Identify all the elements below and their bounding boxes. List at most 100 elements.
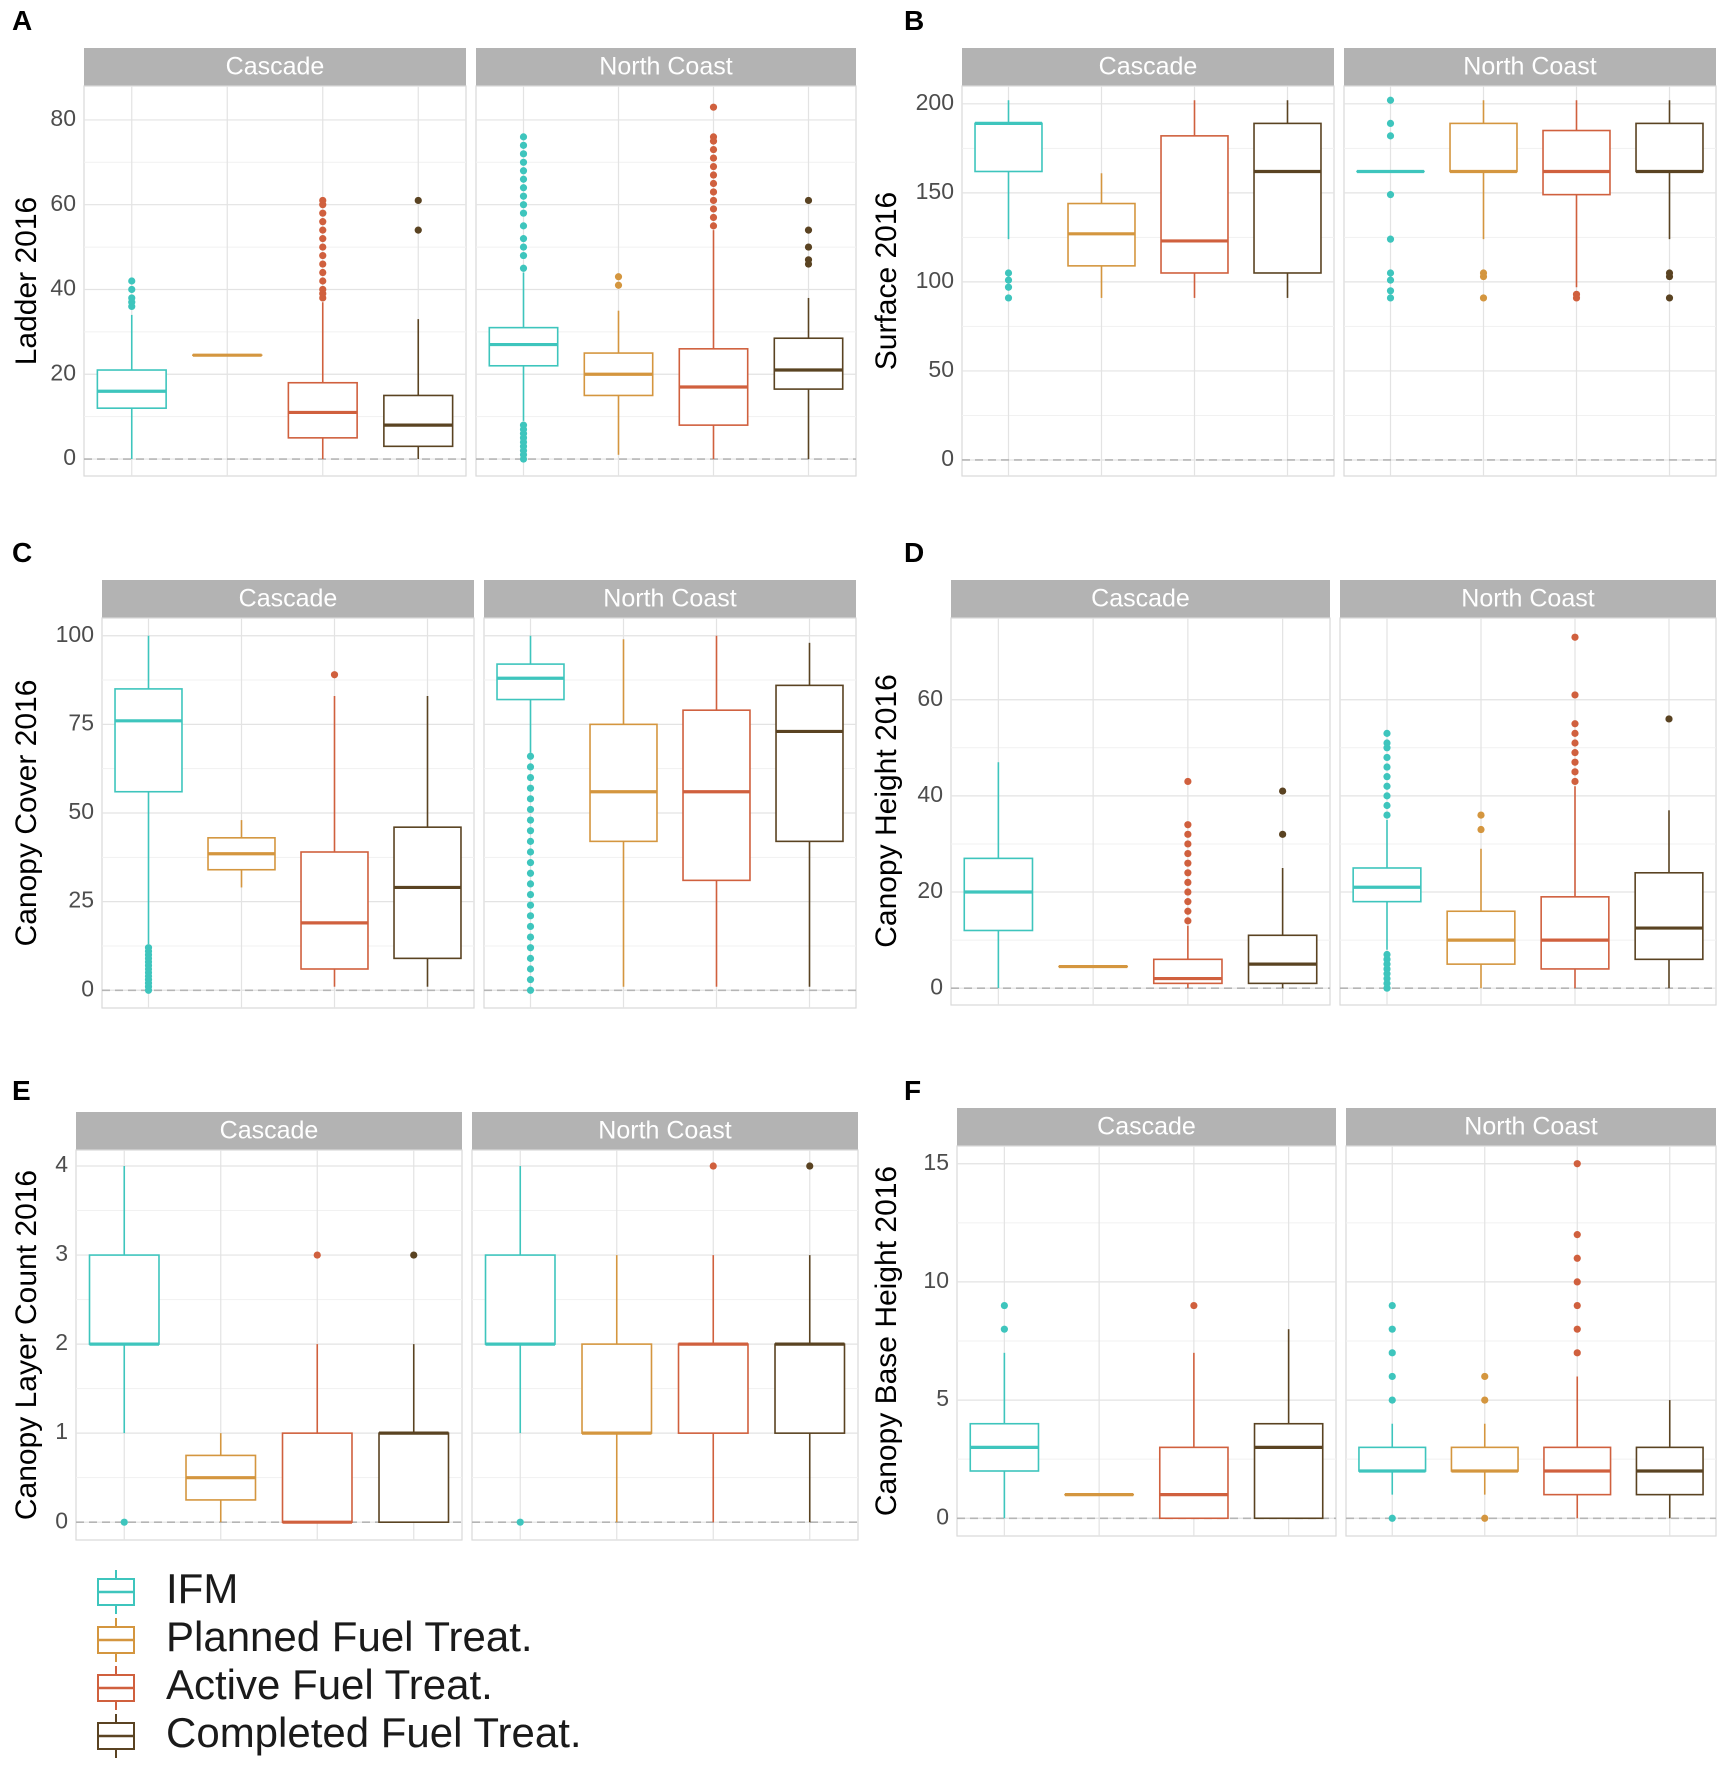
legend-label: IFM bbox=[166, 1565, 238, 1612]
outlier-point bbox=[519, 158, 528, 166]
outlier-point bbox=[1665, 294, 1674, 302]
outlier-point bbox=[410, 1251, 418, 1259]
outlier-point bbox=[519, 421, 528, 429]
outlier-point bbox=[1279, 830, 1287, 838]
outlier-point bbox=[1383, 753, 1391, 762]
outlier-point bbox=[1184, 898, 1192, 906]
boxplot-completed-fuel-treat bbox=[1635, 1400, 1704, 1519]
boxplot-planned-fuel-treat bbox=[207, 820, 276, 888]
boxplot-active-fuel-treat bbox=[682, 635, 751, 987]
facet-label: North Coast bbox=[1463, 53, 1596, 81]
outlier-point bbox=[1571, 633, 1579, 641]
outlier-point bbox=[1383, 773, 1391, 781]
box bbox=[300, 851, 369, 970]
y-axis-title: Canopy Layer Count 2016 bbox=[10, 1170, 43, 1520]
boxplot-completed-fuel-treat bbox=[378, 1251, 450, 1523]
outlier-point bbox=[1386, 294, 1395, 302]
boxplot-completed-fuel-treat bbox=[1635, 100, 1704, 302]
outlier-point bbox=[519, 192, 528, 200]
outlier-point bbox=[519, 133, 528, 141]
y-tick-label: 100 bbox=[916, 267, 954, 293]
outlier-point bbox=[709, 133, 718, 141]
outlier-point bbox=[1184, 878, 1192, 887]
panel-e: E Canopy Layer Count 2016 0 1 2 3 4 Cascade Nort… bbox=[10, 1075, 859, 1541]
outlier-point bbox=[1184, 917, 1192, 925]
outlier-point bbox=[1571, 739, 1579, 747]
boxplot-ifm bbox=[1356, 96, 1425, 302]
outlier-point bbox=[709, 222, 718, 230]
boxplot-planned-fuel-treat bbox=[589, 639, 658, 987]
facet-cascade: Cascade bbox=[101, 580, 475, 1009]
y-tick-label: 75 bbox=[68, 709, 94, 735]
outlier-point bbox=[1386, 96, 1395, 104]
facet-strip bbox=[1346, 1108, 1716, 1146]
boxplot-ifm bbox=[484, 1166, 556, 1526]
outlier-point bbox=[1386, 132, 1395, 140]
boxplot-planned-fuel-treat bbox=[1449, 100, 1518, 302]
outlier-point bbox=[1386, 191, 1395, 199]
y-tick-label: 40 bbox=[917, 781, 943, 807]
box bbox=[287, 381, 358, 439]
y-axis-title: Canopy Base Height 2016 bbox=[870, 1166, 903, 1516]
outlier-point bbox=[526, 890, 535, 899]
outlier-point bbox=[128, 285, 136, 294]
legend-item: Completed Fuel Treat. bbox=[97, 1709, 582, 1758]
boxplot-planned-fuel-treat bbox=[185, 1433, 257, 1523]
outlier-point bbox=[144, 944, 153, 952]
facet-label: Cascade bbox=[226, 53, 325, 81]
outlier-point bbox=[319, 260, 327, 268]
boxplot-completed-fuel-treat bbox=[773, 196, 844, 460]
box bbox=[96, 369, 167, 409]
outlier-point bbox=[526, 837, 535, 845]
box bbox=[581, 1343, 653, 1434]
outlier-point bbox=[414, 226, 422, 234]
y-tick-label: 20 bbox=[50, 359, 76, 385]
boxplot-ifm bbox=[963, 762, 1034, 989]
outlier-point bbox=[709, 171, 718, 179]
box bbox=[1540, 896, 1610, 970]
outlier-point bbox=[614, 273, 623, 281]
boxplot-completed-fuel-treat bbox=[1253, 1329, 1324, 1520]
outlier-point bbox=[1388, 1301, 1396, 1310]
outlier-point bbox=[519, 184, 528, 192]
outlier-point bbox=[1383, 763, 1391, 771]
outlier-point bbox=[1386, 235, 1395, 243]
y-axis-title: Surface 2016 bbox=[870, 192, 903, 370]
boxplot-active-fuel-treat bbox=[281, 1251, 353, 1524]
facet-cascade: Cascade bbox=[950, 580, 1331, 1006]
box bbox=[963, 857, 1034, 932]
outlier-point bbox=[1004, 269, 1013, 277]
boxplot-planned-fuel-treat bbox=[583, 273, 654, 455]
boxplot-ifm bbox=[488, 133, 559, 463]
facet-strip bbox=[1340, 580, 1716, 618]
outlier-point bbox=[519, 235, 528, 243]
plot-area bbox=[475, 85, 857, 477]
outlier-point bbox=[1190, 1301, 1198, 1310]
outlier-point bbox=[319, 235, 327, 243]
facet-north-coast: North Coast bbox=[1343, 48, 1717, 477]
facet-strip bbox=[76, 1112, 462, 1150]
legend-item: IFM bbox=[97, 1565, 238, 1614]
box bbox=[773, 337, 844, 390]
outlier-point bbox=[1573, 1325, 1581, 1333]
box bbox=[383, 394, 454, 448]
outlier-point bbox=[519, 209, 528, 217]
boxplot-active-fuel-treat bbox=[1540, 633, 1610, 989]
outlier-point bbox=[804, 226, 813, 234]
outlier-point bbox=[1184, 859, 1192, 867]
legend-item: Active Fuel Treat. bbox=[97, 1661, 493, 1710]
outlier-point bbox=[1184, 830, 1192, 838]
outlier-point bbox=[1573, 1160, 1581, 1168]
box bbox=[774, 1343, 846, 1434]
boxplot-active-fuel-treat bbox=[677, 1162, 749, 1523]
y-tick-label: 200 bbox=[916, 89, 954, 115]
outlier-point bbox=[614, 281, 623, 289]
box bbox=[1358, 1446, 1427, 1472]
box bbox=[1542, 129, 1611, 196]
box bbox=[88, 1254, 160, 1345]
boxplot-active-fuel-treat bbox=[1543, 1160, 1612, 1519]
box bbox=[1253, 1422, 1324, 1520]
outlier-point bbox=[1481, 1514, 1489, 1522]
